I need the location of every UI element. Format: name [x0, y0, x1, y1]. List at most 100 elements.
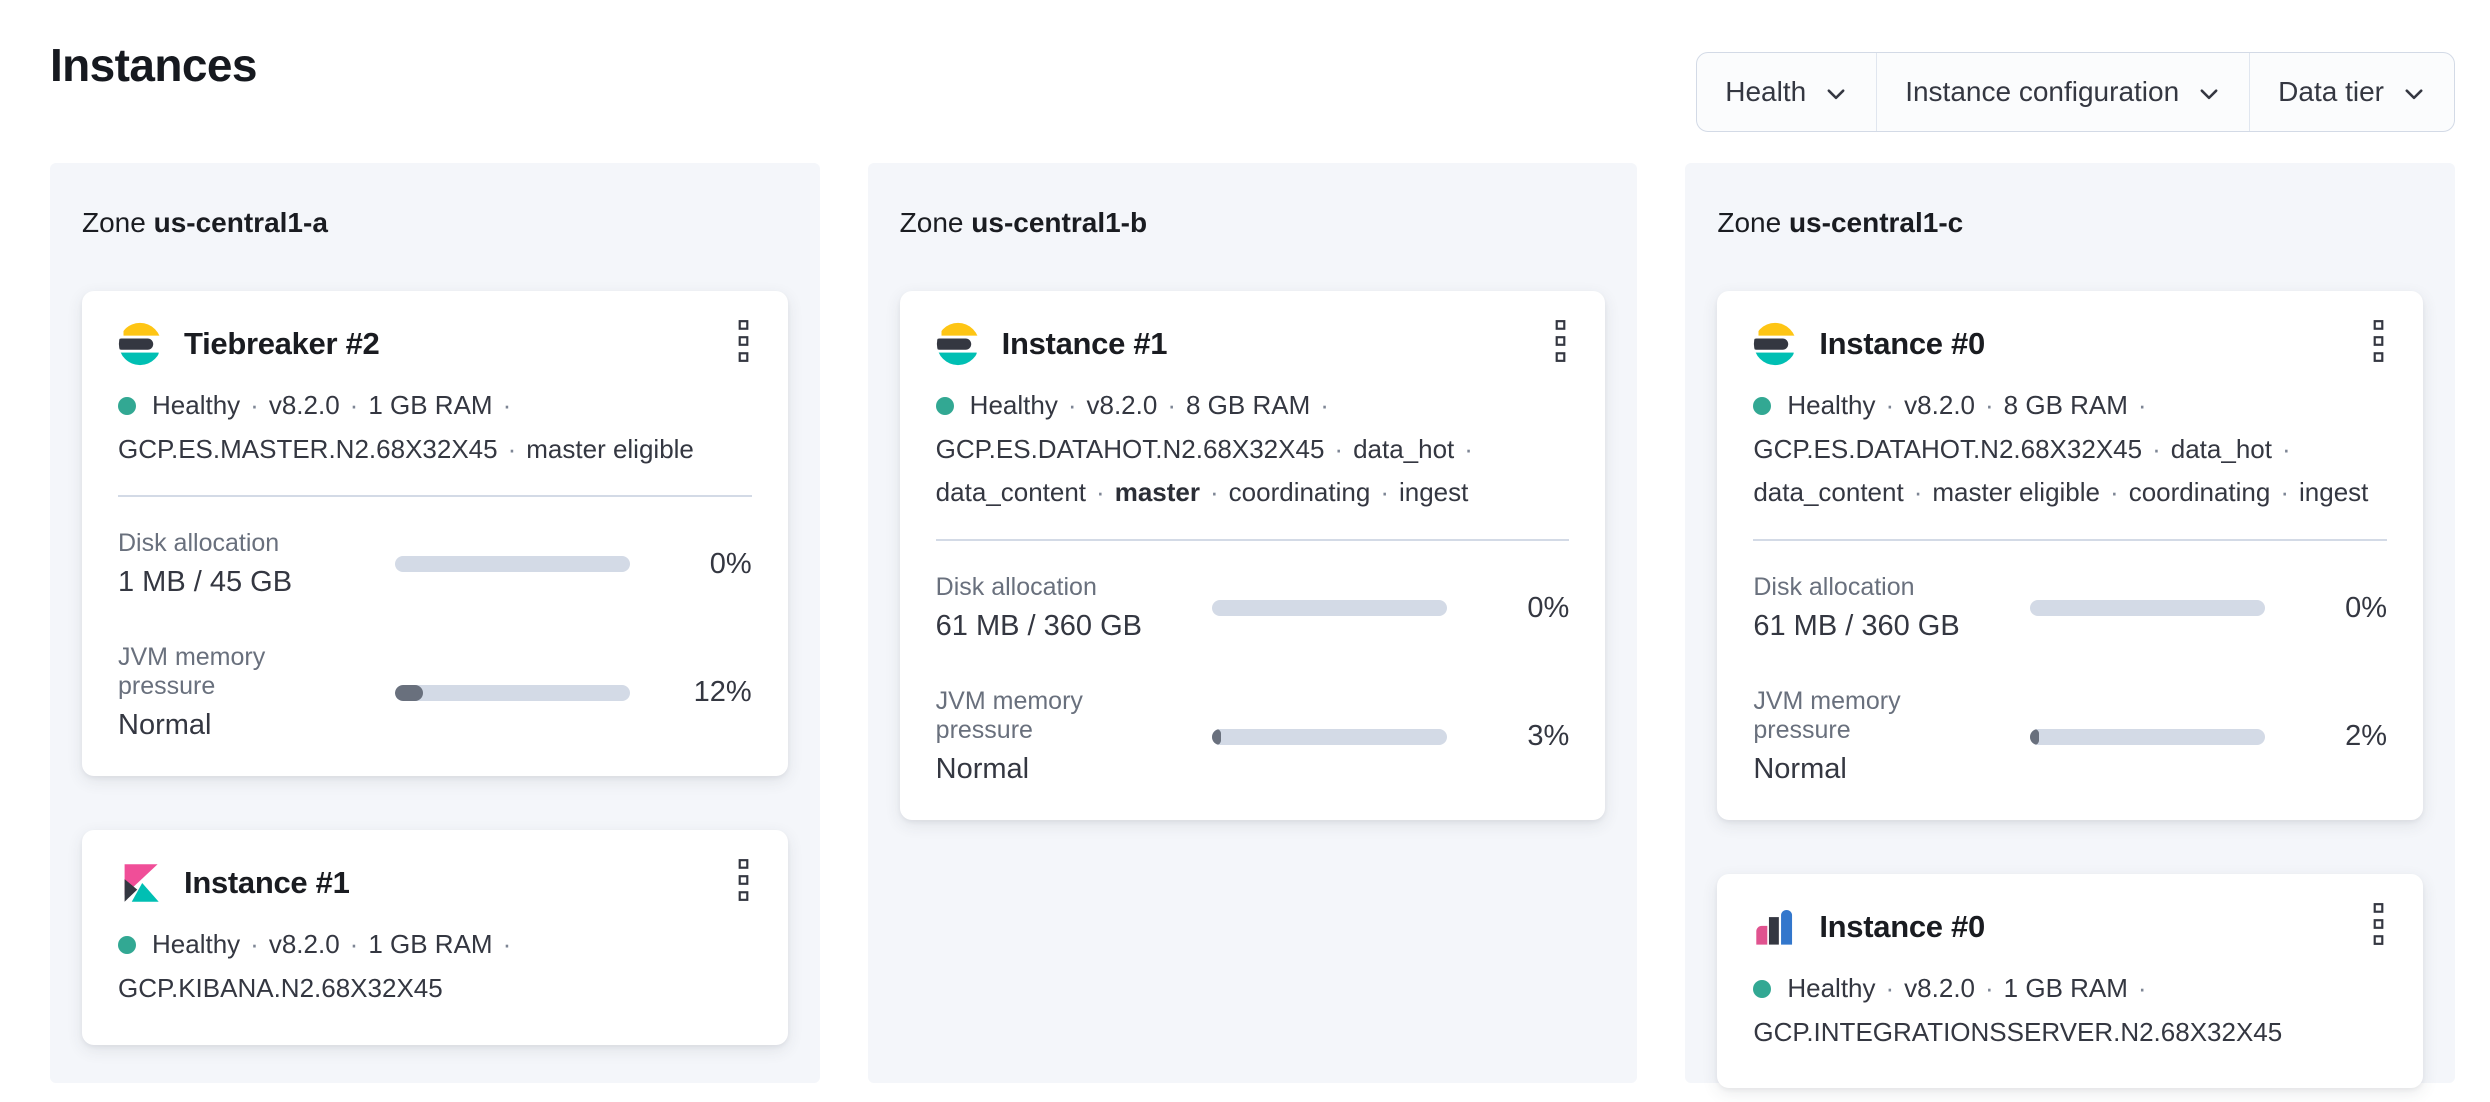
status-line: GCP.INTEGRATIONSSERVER.N2.68X32X45 — [1753, 1011, 2387, 1055]
status-token: data_hot — [2170, 433, 2272, 464]
status-line: Healthy · v8.2.0 · 8 GB RAM · — [935, 384, 1570, 428]
metric-value: Normal — [935, 753, 1030, 786]
zone-name: us-central1-a — [153, 207, 328, 238]
instance-title: Instance #1 — [184, 864, 350, 900]
zone-name: us-central1-b — [971, 207, 1148, 238]
dot-separator: · — [1096, 477, 1105, 508]
status-token: coordinating — [2128, 477, 2271, 508]
boxes-vertical-icon — [2370, 319, 2387, 366]
status-token: coordinating — [1228, 477, 1371, 508]
metric-row: JVM memory pressure Normal 3% — [936, 687, 1570, 786]
metric-value: 1 MB / 45 GB — [118, 566, 293, 599]
filter-data-tier-button[interactable]: Data tier — [2249, 53, 2454, 131]
instance-status: Healthy · v8.2.0 · 1 GB RAM · GCP.INTEGRATIONS… — [1753, 967, 2387, 1054]
dot-separator: · — [2280, 477, 2290, 508]
progress-bar-fill — [2030, 728, 2040, 745]
status-token: v8.2.0 — [1904, 973, 1975, 1004]
status-token: 1 GB RAM — [368, 929, 493, 960]
instance-card: Instance #0 Healthy · v8.2.0 · 1 GB RAM · GCP.I… — [1717, 874, 2424, 1089]
metric-percent: 0% — [709, 547, 752, 580]
instance-card-header: Instance #1 — [936, 319, 1570, 366]
metric-row: Disk allocation 61 MB / 360 GB 0% — [936, 573, 1570, 643]
progress-bar-track — [1212, 728, 1448, 745]
dot-separator: · — [1334, 433, 1344, 464]
boxes-vertical-icon — [2370, 902, 2387, 949]
health-status-icon — [118, 936, 136, 955]
instance-title: Instance #1 — [1001, 325, 1168, 361]
dot-separator: · — [250, 390, 259, 420]
page-title: Instances — [50, 39, 257, 91]
filter-health-button[interactable]: Health — [1697, 53, 1876, 131]
kibana-logo-icon — [118, 861, 162, 905]
health-status-icon — [1753, 397, 1772, 415]
dot-separator: · — [1209, 477, 1219, 508]
status-token: v8.2.0 — [1086, 390, 1158, 420]
status-line: Healthy · v8.2.0 · 8 GB RAM · — [1753, 384, 2387, 428]
metric-label: Disk allocation — [1753, 573, 1915, 602]
progress-bar-track — [394, 556, 630, 573]
dot-separator: · — [349, 929, 359, 960]
dot-separator: · — [349, 390, 359, 420]
status-token: v8.2.0 — [268, 929, 340, 960]
metric-percent: 0% — [1527, 591, 1570, 624]
dot-separator: · — [1885, 390, 1895, 420]
dot-separator: · — [2137, 973, 2147, 1004]
chevron-down-icon — [2402, 82, 2426, 106]
zones-row: Zone us-central1-a Tiebreaker #2 Healthy · v… — [50, 163, 2456, 1089]
dot-separator: · — [1320, 390, 1329, 420]
dot-separator: · — [1985, 973, 1994, 1004]
zone-column-us-central1-b: Zone us-central1-b Instance #1 Healthy · v8.… — [867, 163, 1638, 1083]
instance-status: Healthy · v8.2.0 · 8 GB RAM · GCP.ES.DATAHOT.N… — [1753, 384, 2387, 515]
chevron-down-icon — [2197, 82, 2221, 106]
status-token: Healthy — [152, 929, 241, 960]
status-line: GCP.KIBANA.N2.68X32X45 — [118, 967, 752, 1011]
status-token: ingest — [1398, 477, 1469, 508]
progress-bar-track — [2030, 600, 2266, 617]
status-token: data_content — [1753, 477, 1904, 508]
health-status-icon — [118, 397, 136, 415]
instance-card-header: Instance #0 — [1753, 902, 2387, 949]
instance-menu-button[interactable] — [2370, 902, 2387, 949]
status-token: ingest — [2299, 477, 2369, 508]
metric-row: JVM memory pressure Normal 12% — [118, 643, 752, 742]
instance-menu-button[interactable] — [2370, 319, 2387, 366]
status-line: Healthy · v8.2.0 · 1 GB RAM · — [1753, 967, 2387, 1011]
metric-value: 61 MB / 360 GB — [1753, 610, 1960, 643]
filter-health-label: Health — [1725, 76, 1807, 107]
status-line: GCP.ES.DATAHOT.N2.68X32X45 · data_hot · — [936, 428, 1570, 472]
dot-separator: · — [1067, 390, 1077, 420]
boxes-vertical-icon — [735, 858, 752, 905]
integrations-server-logo-icon — [1753, 905, 1797, 949]
metric-row: JVM memory pressure Normal 2% — [1753, 687, 2387, 786]
instance-card-header: Instance #1 — [118, 858, 752, 905]
card-divider — [1753, 539, 2388, 542]
zone-column-us-central1-c: Zone us-central1-c Instance #0 Healthy · v8.… — [1685, 163, 2456, 1089]
instance-title: Instance #0 — [1819, 908, 1985, 944]
instance-menu-button[interactable] — [735, 319, 752, 366]
status-token: 8 GB RAM — [2003, 390, 2128, 420]
instance-card: Instance #1 Healthy · v8.2.0 · 1 GB RAM · GCP.K… — [82, 830, 788, 1045]
health-status-icon — [1753, 980, 1772, 999]
status-token: GCP.ES.DATAHOT.N2.68X32X45 — [1753, 433, 2143, 464]
filter-group: Health Instance configuration Data tier — [1696, 52, 2455, 132]
progress-bar-track — [394, 684, 630, 701]
dot-separator: · — [2137, 390, 2147, 420]
metric-text: JVM memory pressure Normal — [118, 643, 369, 742]
dot-separator: · — [1167, 390, 1176, 420]
progress-bar-fill — [1212, 728, 1222, 745]
instance-menu-button[interactable] — [1552, 319, 1569, 366]
metric-percent: 3% — [1527, 720, 1570, 753]
metric-percent: 0% — [2345, 591, 2388, 624]
metric-value: Normal — [1753, 753, 1847, 786]
zone-header: Zone us-central1-c — [1717, 207, 2423, 239]
status-token: Healthy — [152, 390, 241, 420]
instance-title: Instance #0 — [1819, 325, 1985, 361]
health-status-icon — [935, 397, 954, 415]
filter-instance-configuration-button[interactable]: Instance configuration — [1876, 53, 2249, 131]
instance-menu-button[interactable] — [735, 858, 752, 905]
status-token: Healthy — [1787, 973, 1876, 1004]
status-token: 1 GB RAM — [368, 390, 493, 420]
metric-percent: 2% — [2345, 720, 2388, 753]
status-token: data_hot — [1353, 433, 1455, 464]
